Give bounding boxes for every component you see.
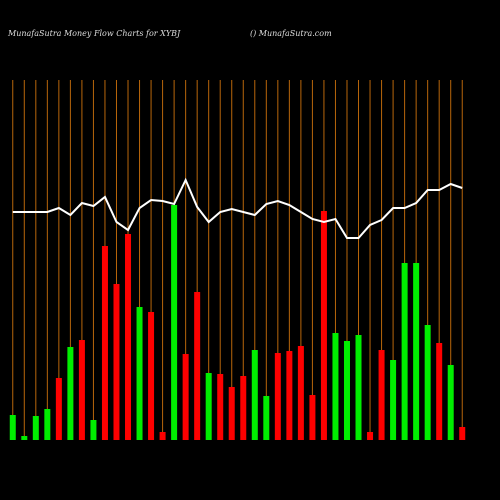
bar: [459, 427, 466, 440]
bar: [90, 420, 97, 440]
bar: [251, 350, 258, 440]
bar: [125, 234, 132, 440]
bar: [367, 432, 374, 440]
bar: [240, 376, 247, 440]
bar: [55, 378, 62, 440]
bar: [436, 343, 443, 440]
bar: [171, 205, 178, 440]
bar: [424, 325, 431, 440]
chart-subtitle: () MunafaSutra.com: [250, 29, 332, 38]
bar: [297, 346, 304, 440]
bar: [194, 292, 201, 440]
bar: [401, 263, 408, 440]
bar: [113, 284, 120, 440]
bar: [228, 387, 235, 440]
bar: [67, 347, 74, 440]
bar: [182, 354, 189, 440]
bar: [378, 350, 385, 440]
chart-title: MunafaSutra Money Flow Charts for XYBJ: [7, 29, 181, 38]
bar: [217, 374, 224, 440]
bar: [447, 365, 454, 440]
money-flow-line: [12, 177, 463, 239]
bar: [263, 396, 270, 440]
bar: [101, 246, 108, 440]
bar: [320, 211, 327, 440]
bar: [32, 416, 39, 440]
bar: [390, 360, 397, 440]
bar: [78, 340, 85, 440]
bar: [274, 353, 281, 440]
bar: [159, 432, 166, 440]
bar: [21, 436, 28, 440]
bar: [44, 409, 51, 440]
bar: [136, 307, 143, 440]
bar: [413, 263, 420, 440]
bar: [9, 415, 16, 440]
bar: [205, 373, 212, 440]
bar: [355, 335, 362, 440]
bar: [309, 395, 316, 440]
bar: [148, 312, 155, 440]
bar: [343, 341, 350, 440]
bar: [286, 351, 293, 440]
bar: [332, 333, 339, 440]
